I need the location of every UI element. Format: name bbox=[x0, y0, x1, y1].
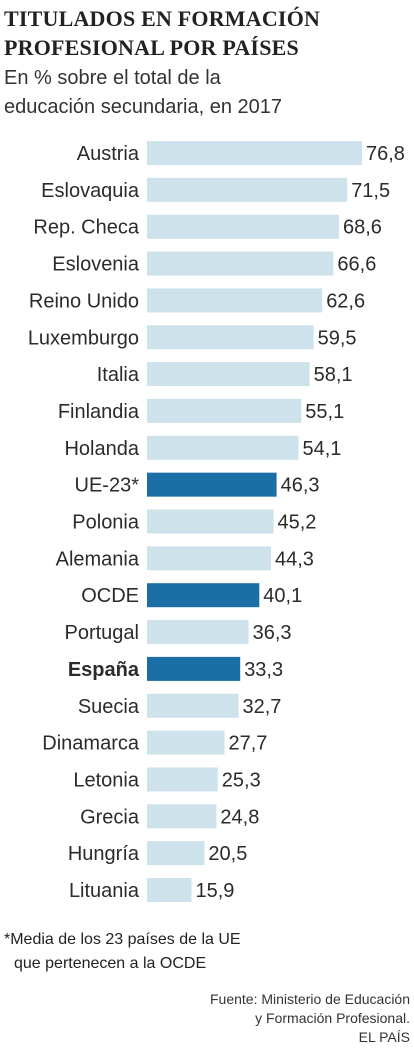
chart-subtitle: En % sobre el total de la educación secu… bbox=[4, 64, 282, 122]
bar-italia bbox=[147, 362, 310, 387]
value-label-polonia: 45,2 bbox=[278, 512, 317, 534]
chart-subtitle-line-1: En % sobre el total de la bbox=[4, 67, 221, 89]
bar-ue-23 bbox=[147, 472, 277, 497]
value-label-rep-checa: 68,6 bbox=[343, 217, 382, 239]
bar-suecia bbox=[147, 693, 239, 718]
bar-reino-unido bbox=[147, 288, 323, 313]
bar-hungria bbox=[147, 841, 205, 866]
source-line-2: y Formación Profesional. bbox=[255, 1010, 410, 1026]
category-label-hungria: Hungría bbox=[68, 843, 140, 865]
source-credit: Fuente: Ministerio de Educación y Formac… bbox=[210, 990, 410, 1047]
category-label-alemania: Alemania bbox=[56, 548, 140, 570]
publisher-name: EL PAÍS bbox=[358, 1029, 410, 1045]
bar-espana bbox=[147, 656, 241, 681]
bar-eslovenia bbox=[147, 251, 334, 276]
value-label-ue-23: 46,3 bbox=[281, 475, 320, 497]
value-label-finlandia: 55,1 bbox=[305, 401, 344, 423]
bar-chart: Austria 76,8 Eslovaquia 71,5 Rep. Checa 68,6 E… bbox=[28, 141, 405, 902]
footnote-line-1: *Media de los 23 países de la UE bbox=[4, 931, 241, 948]
value-label-eslovaquia: 71,5 bbox=[351, 180, 390, 202]
category-label-ocde: OCDE bbox=[81, 585, 139, 607]
bar-ocde bbox=[147, 583, 260, 608]
bar-finlandia bbox=[147, 398, 302, 423]
value-label-dinamarca: 27,7 bbox=[229, 733, 268, 755]
value-label-hungria: 20,5 bbox=[208, 843, 247, 865]
chart-subtitle-line-2: educación secundaria, en 2017 bbox=[4, 96, 282, 118]
value-label-ocde: 40,1 bbox=[263, 585, 302, 607]
category-label-portugal: Portugal bbox=[65, 622, 140, 644]
category-label-polonia: Polonia bbox=[72, 512, 140, 534]
bar-lituania bbox=[147, 878, 192, 902]
value-label-espana: 33,3 bbox=[244, 659, 283, 681]
category-label-lituania: Lituania bbox=[69, 880, 140, 902]
category-label-austria: Austria bbox=[77, 143, 140, 165]
category-label-eslovenia: Eslovenia bbox=[52, 254, 140, 276]
category-label-espana: España bbox=[68, 659, 140, 681]
category-label-ue-23: UE-23* bbox=[75, 475, 140, 497]
chart-title-line-1: TITULADOS EN FORMACIÓN bbox=[4, 6, 321, 31]
value-label-alemania: 44,3 bbox=[275, 548, 314, 570]
category-label-finlandia: Finlandia bbox=[58, 401, 140, 423]
bar-austria bbox=[147, 141, 362, 165]
value-label-letonia: 25,3 bbox=[222, 769, 261, 791]
bar-polonia bbox=[147, 509, 274, 534]
bar-luxemburgo bbox=[147, 325, 314, 350]
value-label-portugal: 36,3 bbox=[253, 622, 292, 644]
category-label-rep-checa: Rep. Checa bbox=[33, 217, 139, 239]
bar-alemania bbox=[147, 546, 271, 571]
chart-title-line-2: PROFESIONAL POR PAÍSES bbox=[4, 35, 299, 60]
value-label-eslovenia: 66,6 bbox=[337, 254, 376, 276]
chart-title: TITULADOS EN FORMACIÓN PROFESIONAL POR P… bbox=[4, 4, 320, 62]
source-line-1: Fuente: Ministerio de Educación bbox=[210, 991, 410, 1007]
bar-portugal bbox=[147, 620, 249, 645]
value-label-reino-unido: 62,6 bbox=[326, 290, 365, 312]
value-label-grecia: 24,8 bbox=[220, 806, 259, 828]
value-label-holanda: 54,1 bbox=[303, 438, 342, 460]
category-label-suecia: Suecia bbox=[78, 696, 140, 718]
category-label-letonia: Letonia bbox=[73, 769, 139, 791]
bar-eslovaquia bbox=[147, 177, 348, 202]
category-label-eslovaquia: Eslovaquia bbox=[41, 180, 140, 202]
category-label-reino-unido: Reino Unido bbox=[29, 290, 139, 312]
value-label-lituania: 15,9 bbox=[196, 880, 235, 902]
bar-holanda bbox=[147, 435, 299, 460]
bar-rep-checa bbox=[147, 214, 339, 239]
footnote-line-2: que pertenecen a la OCDE bbox=[14, 955, 207, 972]
bar-letonia bbox=[147, 767, 218, 792]
value-label-austria: 76,8 bbox=[366, 143, 405, 165]
value-label-italia: 58,1 bbox=[314, 364, 353, 386]
category-label-luxemburgo: Luxemburgo bbox=[28, 327, 139, 349]
bar-grecia bbox=[147, 804, 217, 829]
value-label-suecia: 32,7 bbox=[243, 696, 282, 718]
bar-dinamarca bbox=[147, 730, 225, 755]
category-label-italia: Italia bbox=[97, 364, 140, 386]
value-label-luxemburgo: 59,5 bbox=[318, 327, 357, 349]
category-label-grecia: Grecia bbox=[80, 806, 140, 828]
category-label-holanda: Holanda bbox=[64, 438, 139, 460]
footnote: *Media de los 23 países de la UE que per… bbox=[4, 928, 241, 976]
category-label-dinamarca: Dinamarca bbox=[42, 733, 140, 755]
